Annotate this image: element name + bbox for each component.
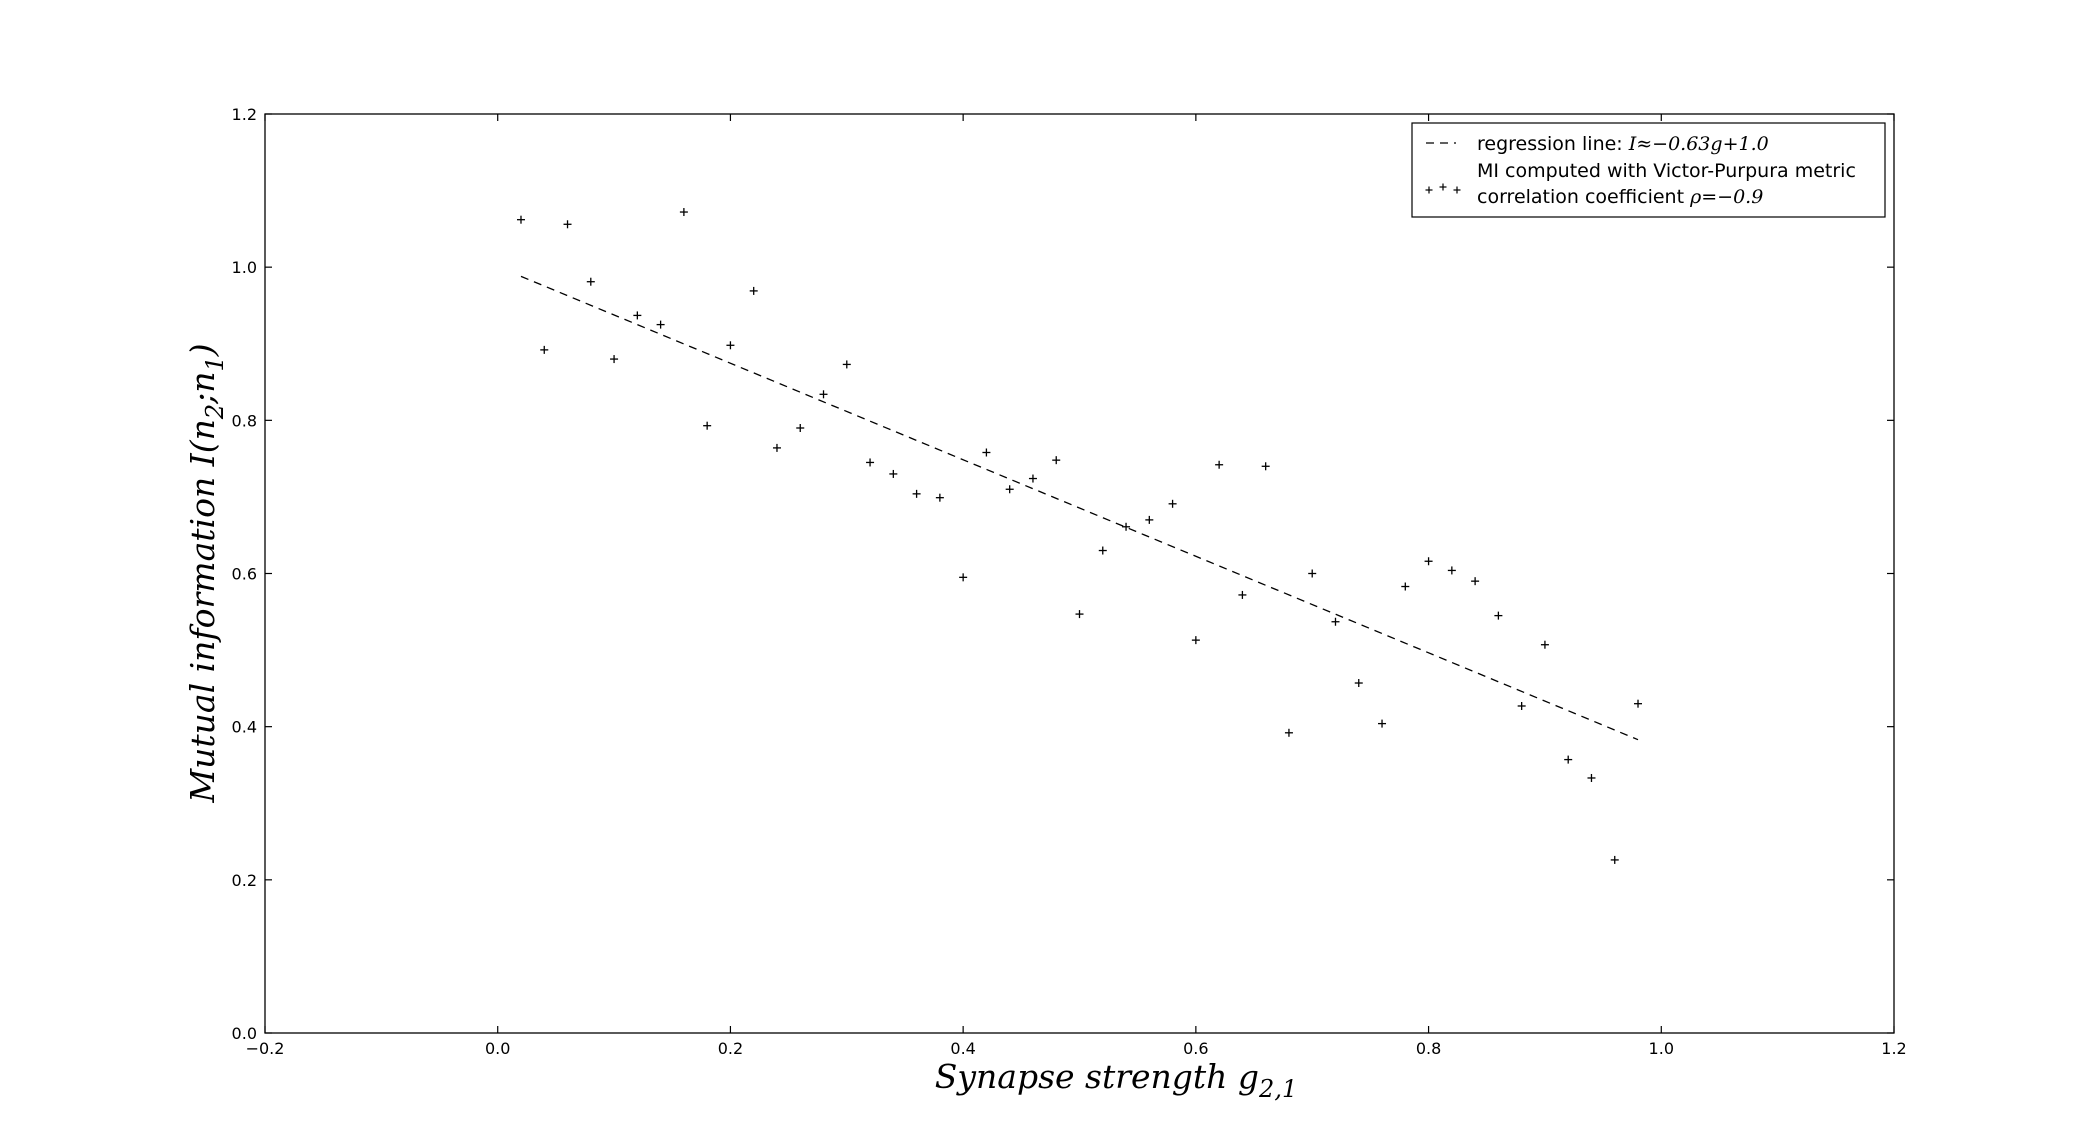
data-point [1610,855,1619,864]
data-point [1145,515,1154,524]
data-point [726,341,735,350]
legend-box [1411,122,1886,218]
y-tick-label: 1.0 [232,258,257,277]
x-tick-label: 1.2 [1881,1039,1906,1058]
legend-entry-mi: MI computed with Victor-Purpura metric [1477,160,1856,182]
legend: regression line: I≈−0.63g+1.0 MI compute… [1411,122,1886,218]
data-point [1005,485,1014,494]
data-point [1354,679,1363,688]
data-point [772,443,781,452]
data-point [1494,611,1503,620]
x-axis-ticks: −0.2 0.0 0.2 0.4 0.6 0.8 1.0 1.2 [246,114,1907,1058]
data-point [1261,462,1270,471]
data-point [540,345,549,354]
data-point [1587,773,1596,782]
data-point [610,355,619,364]
x-tick-label: 0.4 [950,1039,975,1058]
data-point [796,423,805,432]
data-point [1168,499,1177,508]
legend-plus-markers [1425,183,1461,194]
data-point [749,286,758,295]
data-point [656,320,665,329]
data-point [889,469,898,478]
x-axis-label: Synapse strength g2,1 [935,1057,1297,1103]
y-tick-label: 0.8 [232,411,257,430]
y-tick-label: 0.2 [232,871,257,890]
x-tick-label: −0.2 [246,1039,285,1058]
data-point [1401,582,1410,591]
data-point [1471,577,1480,586]
x-tick-label: 1.0 [1649,1039,1674,1058]
data-point [1564,755,1573,764]
data-point [1215,460,1224,469]
data-point [1052,456,1061,465]
data-point [679,208,688,217]
data-point [1517,701,1526,710]
y-tick-label: 0.4 [232,718,257,737]
x-tick-label: 0.8 [1416,1039,1441,1058]
data-point [819,390,828,399]
y-tick-label: 1.2 [232,105,257,124]
data-point [633,311,642,320]
legend-plus-marker [1425,186,1433,194]
data-point [1028,474,1037,483]
x-tick-label: 0.0 [485,1039,510,1058]
data-point [959,573,968,582]
data-point [935,493,944,502]
data-point [1098,546,1107,555]
y-axis-label: Mutual information I(n2;n1) [183,343,229,803]
y-tick-label: 0.0 [232,1024,257,1043]
legend-plus-marker [1439,183,1447,191]
data-point [1075,610,1084,619]
plot-area [264,113,1895,1034]
data-point [563,220,572,229]
data-point [842,360,851,369]
data-point [1634,699,1643,708]
data-point [1284,728,1293,737]
x-tick-label: 0.2 [718,1039,743,1058]
x-tick-label: 0.6 [1183,1039,1208,1058]
data-point [1122,522,1131,531]
data-point [586,277,595,286]
data-point [866,458,875,467]
y-tick-label: 0.6 [232,565,257,584]
regression-line-layer [520,275,1639,741]
legend-entry-regression: regression line: I≈−0.63g+1.0 [1477,133,1769,155]
data-point [1540,640,1549,649]
regression-line [520,275,1639,741]
data-point [1191,636,1200,645]
data-point [1331,617,1340,626]
data-point [1308,569,1317,578]
data-point [516,215,525,224]
legend-entry-correlation: correlation coefficient ρ=−0.9 [1477,186,1763,208]
legend-plus-marker [1453,186,1461,194]
data-point [1424,557,1433,566]
data-point [1378,719,1387,728]
data-point [912,489,921,498]
data-point [982,448,991,457]
data-point [1447,566,1456,575]
data-point [1238,590,1247,599]
data-point [703,421,712,430]
scatter-points-layer [516,208,1643,864]
y-axis-ticks: 0.0 0.2 0.4 0.6 0.8 1.0 1.2 [232,105,1894,1043]
